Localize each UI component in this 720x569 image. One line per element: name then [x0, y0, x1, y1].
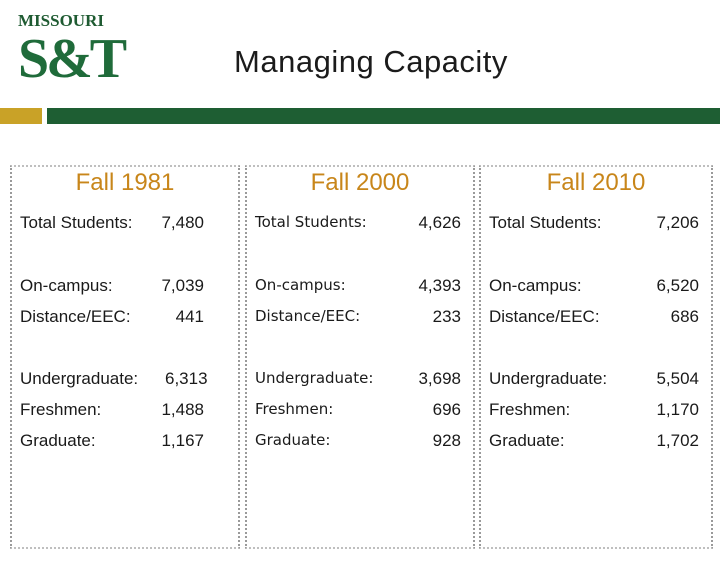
stat-label: Total Students:	[489, 213, 602, 232]
stat-row-graduate: Graduate: 1,167	[20, 431, 226, 453]
stat-row-undergraduate: Undergraduate: 5,504	[489, 369, 699, 391]
stat-row-oncampus: On-campus: 6,520	[489, 276, 699, 298]
stat-value: 4,626	[418, 213, 461, 232]
stat-value: 1,488	[161, 400, 204, 419]
stat-label: Freshmen:	[489, 400, 571, 419]
stat-row-freshmen: Freshmen: 1,488	[20, 400, 226, 422]
stat-label: Freshmen:	[20, 400, 102, 419]
stat-label: Undergraduate:	[255, 369, 374, 387]
stat-label: Graduate:	[20, 431, 96, 450]
logo-wordmark-main: S&T	[18, 28, 127, 90]
stat-value: 7,480	[161, 213, 204, 232]
stat-label: Total Students:	[20, 213, 133, 232]
stat-row-distance: Distance/EEC: 233	[255, 307, 461, 329]
stat-label: Freshmen:	[255, 400, 334, 418]
stat-value: 6,313	[165, 369, 208, 388]
stat-label: On-campus:	[20, 276, 113, 295]
stat-value: 4,393	[418, 276, 461, 295]
stat-label: Distance/EEC:	[20, 307, 131, 326]
stat-row-total: Total Students: 7,206	[489, 213, 699, 235]
column-heading: Fall 1981	[75, 169, 175, 196]
stat-value: 441	[175, 307, 204, 326]
stat-value: 1,167	[161, 431, 204, 450]
column-heading: Fall 2010	[546, 169, 646, 196]
stat-value: 233	[432, 307, 461, 326]
stat-row-graduate: Graduate: 1,702	[489, 431, 699, 453]
stat-label: Distance/EEC:	[489, 307, 600, 326]
stat-row-total: Total Students: 4,626	[255, 213, 461, 235]
stat-value: 6,520	[656, 276, 699, 295]
stat-label: Graduate:	[489, 431, 565, 450]
stat-label: Total Students:	[255, 213, 367, 231]
stat-value: 686	[670, 307, 699, 326]
stat-row-undergraduate: Undergraduate: 6,313	[20, 369, 226, 391]
stat-row-undergraduate: Undergraduate: 3,698	[255, 369, 461, 391]
slide-title: Managing Capacity	[234, 44, 508, 79]
stat-value: 1,702	[656, 431, 699, 450]
column-fall-2010: Fall 2010 Total Students: 7,206 On-campus…	[479, 165, 713, 549]
stat-row-graduate: Graduate: 928	[255, 431, 461, 453]
stat-row-freshmen: Freshmen: 696	[255, 400, 461, 422]
stat-label: Graduate:	[255, 431, 331, 449]
stat-row-distance: Distance/EEC: 686	[489, 307, 699, 329]
stat-label: Undergraduate:	[489, 369, 608, 388]
university-logo: MISSOURI S&T	[18, 11, 127, 92]
stat-value: 1,170	[656, 400, 699, 419]
stat-value: 5,504	[656, 369, 699, 388]
stat-value: 7,206	[656, 213, 699, 232]
column-heading: Fall 2000	[310, 169, 410, 196]
stat-label: Distance/EEC:	[255, 307, 361, 325]
stat-label: Undergraduate:	[20, 369, 139, 388]
stat-label: On-campus:	[255, 276, 346, 294]
stat-value: 7,039	[161, 276, 204, 295]
stat-label: On-campus:	[489, 276, 582, 295]
logo-wordmark-top: MISSOURI	[18, 11, 104, 30]
stat-row-freshmen: Freshmen: 1,170	[489, 400, 699, 422]
column-fall-1981: Fall 1981 Total Students: 7,480 On-campus…	[10, 165, 240, 549]
stat-value: 928	[432, 431, 461, 450]
header-rule-bar	[47, 108, 720, 124]
column-fall-2000: Fall 2000 Total Students: 4,626 On-campus…	[245, 165, 475, 549]
stat-row-distance: Distance/EEC: 441	[20, 307, 226, 329]
header-accent-bar	[0, 108, 42, 124]
stat-row-oncampus: On-campus: 4,393	[255, 276, 461, 298]
stat-value: 3,698	[418, 369, 461, 388]
stat-row-total: Total Students: 7,480	[20, 213, 226, 235]
stat-value: 696	[432, 400, 461, 419]
stat-row-oncampus: On-campus: 7,039	[20, 276, 226, 298]
